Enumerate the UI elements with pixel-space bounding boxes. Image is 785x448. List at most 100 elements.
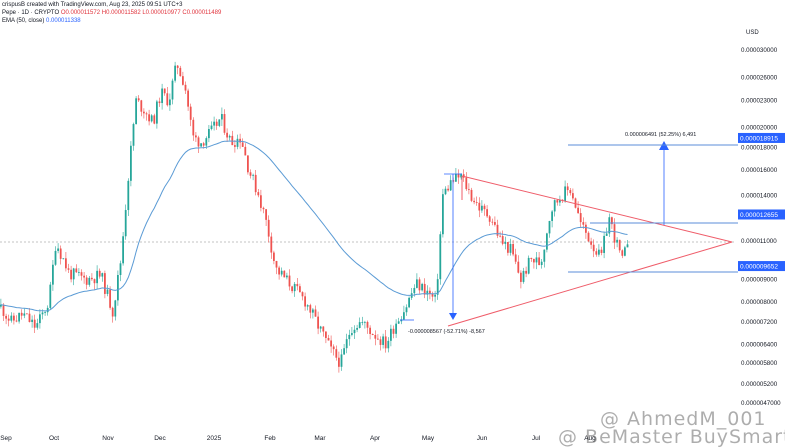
candle-body: [218, 119, 221, 126]
candle-body: [611, 217, 613, 225]
candle-body: [244, 146, 247, 156]
candle-body: [340, 354, 343, 367]
candle-body: [460, 174, 462, 178]
y-tick-label: 0.000030000: [741, 47, 778, 54]
candle-body: [65, 258, 67, 269]
candle-body: [566, 186, 569, 191]
candle-body: [270, 236, 273, 253]
candle-body: [325, 331, 327, 338]
candle-body: [504, 242, 507, 244]
candle-body: [426, 290, 429, 295]
candle-body: [582, 222, 585, 225]
candle-body: [140, 100, 143, 112]
candle-body: [366, 321, 369, 328]
symbol-text: Pepe · 1D · CRYPTO: [2, 10, 60, 16]
x-tick-label: Jun: [477, 435, 488, 442]
candle-body: [473, 200, 475, 203]
candle-body: [525, 270, 527, 274]
watermark-line1: @ AhmedM_001: [600, 408, 767, 430]
candle-body: [202, 143, 205, 146]
candle-body: [83, 275, 85, 278]
candle-body: [351, 333, 353, 335]
ema-line: [0, 140, 628, 312]
candle-body: [517, 261, 520, 273]
y-tick-label: 0.000020000: [741, 124, 778, 131]
y-tick-label: 0.0000047000: [741, 400, 781, 407]
x-tick-label: Aug: [584, 435, 596, 442]
candle-body: [106, 289, 109, 294]
candle-body: [592, 244, 595, 252]
candle-body: [2, 304, 5, 316]
candle-body: [46, 307, 49, 313]
price-label-box: [738, 261, 785, 272]
candle-body: [122, 236, 124, 264]
candle-body: [59, 248, 62, 259]
candle-body: [319, 326, 322, 329]
candle-body: [431, 293, 434, 297]
candle-body: [457, 173, 460, 178]
candle-body: [98, 270, 101, 277]
candle-body: [405, 307, 408, 313]
candle-body: [306, 305, 309, 307]
candle-body: [13, 315, 15, 321]
candle-body: [371, 333, 374, 336]
candle-body: [200, 143, 202, 147]
candle-body: [148, 114, 150, 122]
x-tick-label: Jul: [532, 435, 541, 442]
candle-body: [104, 273, 106, 294]
candle-body: [205, 138, 208, 146]
candle-body: [390, 328, 392, 341]
y-tick-label: 0.000005800: [741, 360, 778, 367]
candle-body: [465, 177, 468, 190]
candle-body: [163, 88, 166, 94]
candle-body: [418, 279, 421, 291]
candle-body: [257, 192, 260, 196]
candle-body: [145, 113, 148, 115]
candle-body: [226, 132, 228, 138]
candle-body: [608, 217, 611, 234]
candle-body: [546, 233, 548, 250]
candle-body: [395, 323, 397, 334]
candle-body: [309, 305, 312, 313]
price-label-text: 0.000012655: [740, 212, 778, 219]
candle-body: [442, 194, 444, 235]
candle-body: [387, 340, 390, 349]
candle-body: [434, 294, 436, 297]
candle-body: [267, 219, 270, 237]
candle-body: [384, 336, 387, 349]
candle-body: [80, 272, 83, 276]
currency-label: USD: [746, 30, 759, 36]
candle-body: [156, 101, 158, 124]
candle-body: [33, 319, 36, 328]
candle-body: [299, 286, 301, 293]
candle-body: [166, 93, 169, 106]
candle-body: [15, 320, 18, 322]
candle-body: [31, 319, 33, 322]
candle-body: [613, 224, 616, 243]
x-tick-label: Dec: [154, 435, 166, 442]
candle-body: [78, 272, 80, 273]
candle-body: [241, 142, 244, 147]
candle-body: [621, 250, 624, 256]
candle-body: [455, 173, 457, 182]
candle-body: [481, 205, 483, 211]
candle-body: [468, 189, 470, 190]
candle-body: [171, 80, 174, 100]
candle-body: [540, 261, 543, 266]
candle-body: [283, 270, 286, 278]
candle-body: [413, 287, 416, 294]
candle-body: [439, 234, 442, 280]
candle-body: [364, 321, 366, 323]
candle-body: [215, 121, 218, 126]
candle-body: [124, 210, 127, 237]
candle-body: [335, 349, 338, 358]
candle-body: [130, 145, 132, 181]
candle-body: [49, 284, 52, 308]
candle-body: [20, 312, 23, 316]
candle-body: [475, 202, 478, 203]
candle-body: [520, 272, 522, 282]
candle-body: [616, 239, 618, 243]
candle-body: [265, 209, 267, 220]
candle-body: [423, 283, 426, 295]
